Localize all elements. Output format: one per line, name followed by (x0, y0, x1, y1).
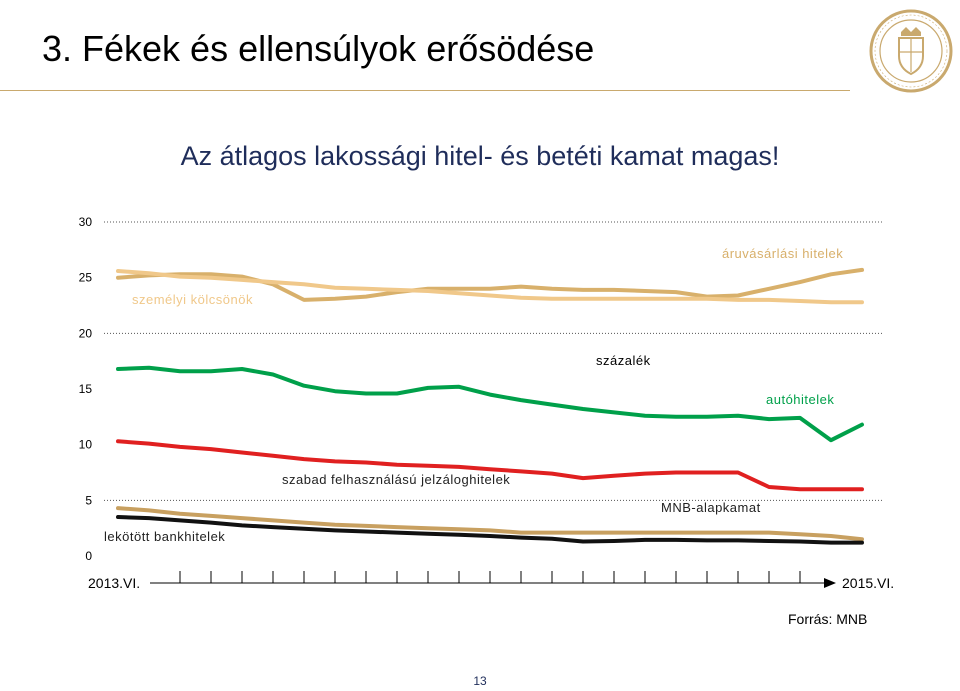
series-line-5 (116, 515, 864, 545)
series-label-4: MNB-alapkamat (661, 500, 761, 515)
chart-subtitle: Az átlagos lakossági hitel- és betéti ka… (180, 141, 780, 171)
series-label-5: lekötött bankhitelek (104, 529, 225, 544)
series-label-2: autóhitelek (766, 392, 834, 407)
x-end-label: 2015.VI. (842, 575, 894, 591)
source-note: Forrás: MNB (788, 611, 867, 627)
series-label-1: személyi kölcsönök (132, 292, 253, 307)
x-axis-arrow (824, 578, 836, 588)
mnb-seal-icon (869, 9, 953, 93)
y-tick-label-30: 30 (79, 215, 93, 229)
series-label-3: szabad felhasználású jelzáloghitelek (282, 472, 510, 487)
series-line-4 (116, 506, 864, 542)
y-tick-label-25: 25 (79, 271, 93, 285)
title-divider (0, 90, 850, 91)
series-line-2 (116, 365, 864, 443)
series-line-0 (116, 267, 864, 302)
slide-title: 3. Fékek és ellensúlyok erősödése (42, 28, 595, 69)
y-tick-label-0: 0 (85, 549, 92, 563)
y-tick-label-10: 10 (79, 438, 93, 452)
y-tick-label-20: 20 (79, 326, 93, 340)
series-label-0: áruvásárlási hitelek (722, 246, 843, 261)
x-start-label: 2013.VI. (88, 575, 140, 591)
y-tick-label-15: 15 (79, 382, 93, 396)
series-line-3 (116, 439, 864, 492)
series-line-1 (116, 269, 864, 305)
y-tick-label-5: 5 (85, 493, 92, 507)
y-unit-label: százalék (596, 353, 651, 368)
page-number: 13 (473, 674, 487, 688)
